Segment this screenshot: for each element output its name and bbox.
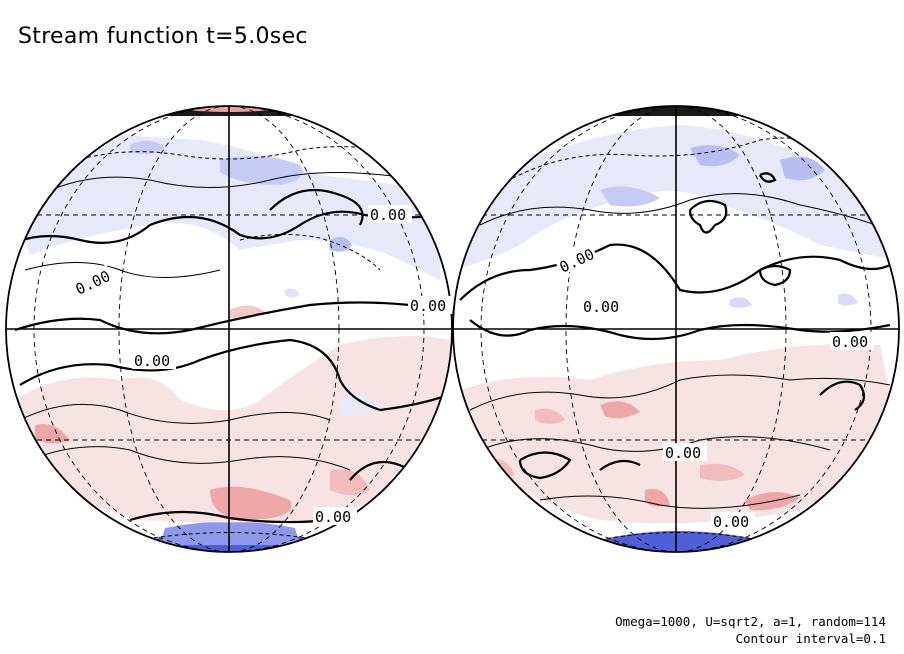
right-globe: 0.00 0.00 0.00 0.00 0.00 [452,105,900,553]
contour-label: 0.00 [134,352,170,370]
thin-contours [469,193,891,509]
zero-contours [459,172,891,480]
contour-label: 0.00 [410,297,446,315]
contour-label: 0.00 [832,333,868,351]
contour-interval-note: Contour interval=0.1 [735,631,886,646]
north-pole-dark [580,106,770,116]
positive-region [460,344,895,524]
right-contour-labels: 0.00 0.00 0.00 0.00 0.00 [554,242,874,531]
plot-title: Stream function t=5.0sec [18,24,308,49]
north-pole-positive [174,106,284,112]
thin-contours [19,172,421,471]
contour-label: 0.00 [370,206,406,224]
contour-label: 0.00 [713,513,749,531]
negative-region [455,125,895,270]
graticule-solid [6,106,452,552]
left-globe: 0.00 0.00 0.00 0.00 0.00 [5,105,453,553]
right-globe-outline [452,105,900,553]
south-pole-negative [600,531,760,552]
contour-label: 0.00 [583,298,619,316]
parameters-note: Omega=1000, U=sqrt2, a=1, random=114 [615,614,886,629]
negative-region [10,135,440,280]
contour-label: 0.00 [315,508,351,526]
contour-label: 0.00 [665,444,701,462]
graticule-solid [453,106,899,552]
left-globe-outline [5,105,453,553]
